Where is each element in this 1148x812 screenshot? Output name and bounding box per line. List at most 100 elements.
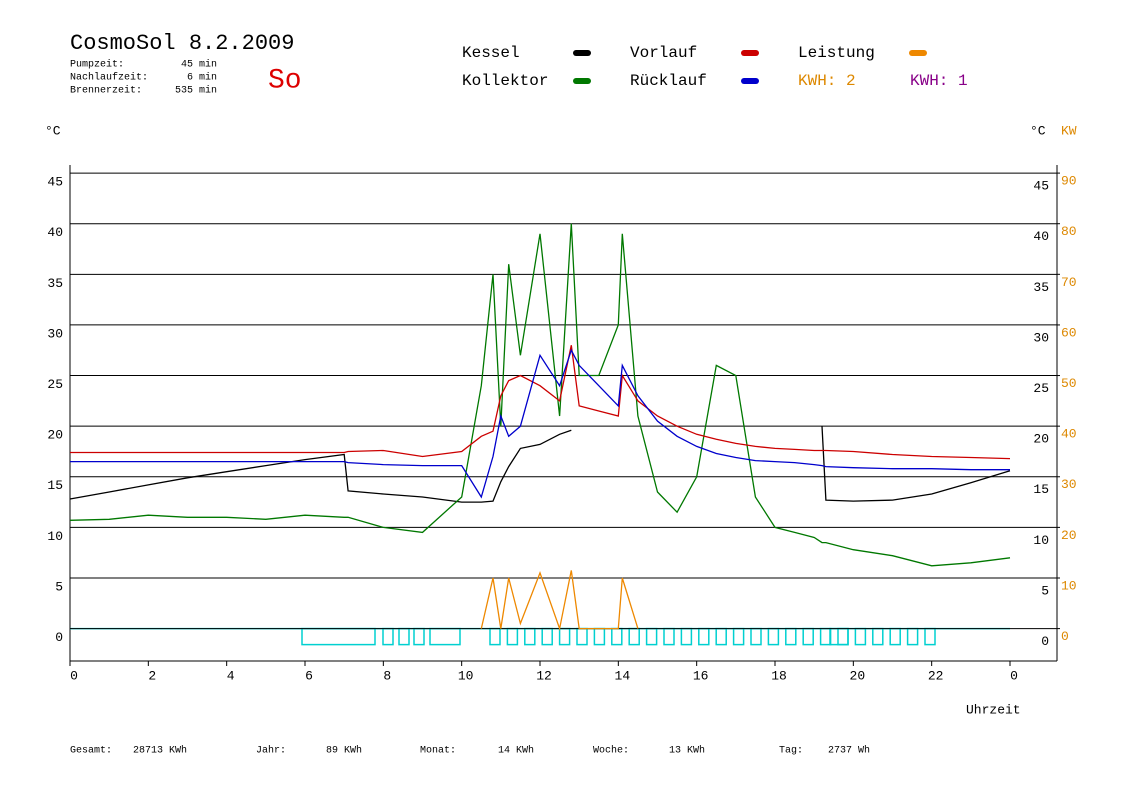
pump-on [611,627,623,646]
y-tick-label: 40 [47,225,63,240]
pump-on [767,627,780,646]
series-line [480,570,639,632]
pump-on [628,627,640,646]
y-tick-label: 35 [47,276,63,291]
y-tick-label: 20 [47,428,63,443]
y2-tick-label: 80 [1061,224,1077,239]
y-tick-label: 15 [47,478,63,493]
x-tick-label: 8 [383,668,391,683]
total-label: Woche: [593,745,629,757]
y-right-tick-label: 0 [1041,634,1049,649]
y2-tick-label: 0 [1061,629,1069,644]
x-tick-label: 10 [458,668,474,683]
y-right-tick-label: 10 [1033,533,1049,548]
x-tick-label: 0 [70,668,78,683]
pump-on [645,627,658,646]
pump-on [785,627,797,646]
x-tick-label: 14 [615,668,631,683]
y-right-tick-label: 15 [1033,482,1049,497]
pump-on [854,627,867,646]
series-line [70,345,1011,460]
pump-on [732,627,745,646]
y-tick-label: 45 [47,175,63,190]
pump-on [872,627,884,646]
legend-label: Rücklauf [630,72,707,90]
x-tick-label: 2 [148,668,156,683]
y-right-tick-label: 40 [1033,229,1049,244]
y2-axis-label: °C [1030,123,1046,138]
info-value: 45 min [181,59,217,71]
series-line [69,223,1011,567]
y-tick-label: 30 [47,326,63,341]
pump-on [750,627,762,646]
x-tick-label: 0 [1010,668,1018,683]
total-label: Tag: [779,746,803,757]
total-label: Jahr: [256,745,286,757]
x-axis-label: Uhrzeit [966,702,1021,717]
pump-on [698,627,710,646]
total-value: 13 KWh [669,745,705,757]
x-tick-label: 16 [693,668,709,683]
y2-tick-label: 10 [1061,578,1077,593]
kwh-label: KWH: 1 [910,72,968,90]
y-tick-label: 0 [55,630,63,645]
x-tick-label: 22 [928,668,944,683]
pump-on [680,627,693,646]
pump-on [301,627,376,646]
pump-on [524,627,536,646]
x-tick-label: 18 [771,668,787,683]
pump-on [663,627,675,646]
y2-tick-label: 60 [1061,325,1077,340]
total-value: 14 KWh [498,745,534,757]
y2-tick-label: 70 [1061,275,1077,290]
y-tick-label: 10 [47,529,63,544]
pump-on [819,627,832,646]
info-label: Brennerzeit: [70,85,142,97]
pump-on [558,627,571,646]
y-axis-label: °C [45,123,61,138]
info-value: 6 min [187,72,217,84]
pump-on [924,627,936,646]
legend-label: Kessel [462,44,520,62]
pump-on [506,627,519,646]
pump-on [429,627,461,646]
total-label: Gesamt: [70,746,112,757]
pump-status [70,627,1010,646]
legend-label: Kollektor [462,72,548,90]
total-value: 2737 Wh [828,745,870,757]
series-line [69,426,1011,503]
series-line [70,348,1010,499]
x-tick-label: 6 [305,668,313,683]
pump-on [398,627,410,646]
pump-on [837,627,849,646]
y-right-tick-label: 30 [1033,330,1049,345]
y-right-tick-label: 35 [1033,280,1049,295]
y2-tick-label: 40 [1061,427,1077,442]
pump-on [906,627,919,646]
y2-unit-label: KW [1061,123,1077,138]
pump-on [593,627,606,646]
pump-on [829,627,849,646]
legend-label: Vorlauf [630,44,697,62]
x-tick-label: 4 [227,668,235,683]
pump-on [413,627,425,646]
legend-label: Leistung [798,44,875,62]
y2-tick-label: 30 [1061,477,1077,492]
y-tick-label: 25 [47,377,63,392]
day-label: So [268,65,302,96]
pump-on [382,627,394,646]
pump-on [576,627,588,646]
pump-on [541,627,553,646]
y-right-tick-label: 45 [1033,179,1049,194]
y-right-tick-label: 5 [1041,583,1049,598]
pump-on [889,627,901,646]
y-tick-label: 5 [55,579,63,594]
info-label: Pumpzeit: [70,59,124,71]
y2-tick-label: 20 [1061,528,1077,543]
x-tick-label: 12 [536,668,552,683]
pump-on [802,627,814,646]
chart-title: CosmoSol 8.2.2009 [70,31,294,56]
y2-tick-label: 90 [1061,174,1077,189]
y2-tick-label: 50 [1061,376,1077,391]
